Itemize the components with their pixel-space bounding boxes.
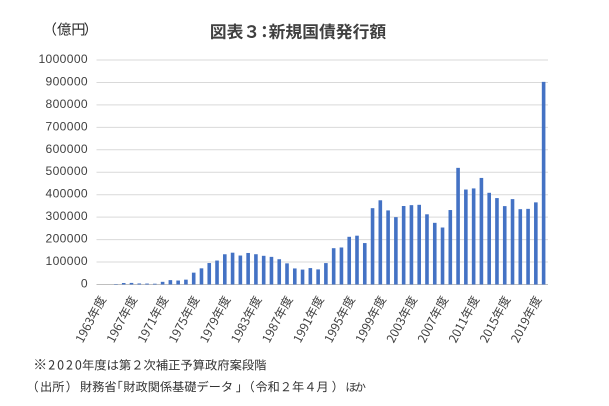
svg-text:900000: 900000 [46, 74, 88, 88]
svg-text:800000: 800000 [46, 97, 88, 111]
svg-text:400000: 400000 [46, 187, 88, 201]
svg-text:300000: 300000 [46, 209, 88, 223]
svg-text:100000: 100000 [46, 254, 88, 268]
svg-text:500000: 500000 [46, 164, 88, 178]
svg-text:0: 0 [81, 276, 88, 290]
svg-text:700000: 700000 [46, 119, 88, 133]
svg-text:600000: 600000 [46, 142, 88, 156]
svg-text:1000000: 1000000 [38, 52, 88, 66]
svg-text:200000: 200000 [46, 232, 88, 246]
